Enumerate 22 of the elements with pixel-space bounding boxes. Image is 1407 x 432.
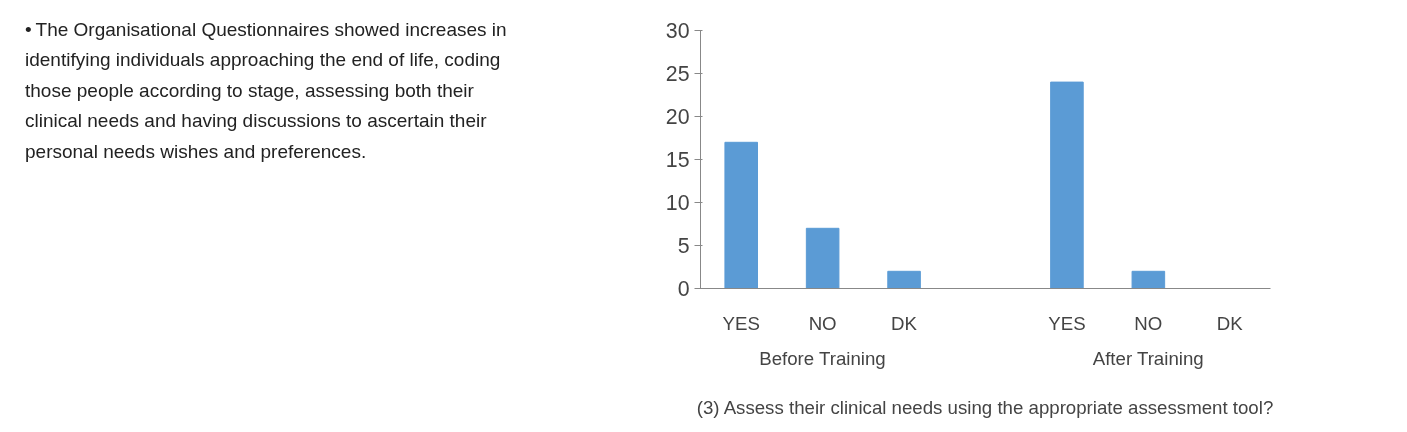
y-tick-label: 20: [665, 105, 690, 129]
y-tick-label: 15: [665, 148, 690, 172]
x-tick-label: YES: [1048, 312, 1086, 334]
y-tick-label: 30: [665, 19, 690, 43]
bar: [1050, 81, 1084, 289]
x-axis-title: (3) Assess their clinical needs using the appropriate assessment tool?: [696, 396, 1274, 418]
y-tick-label: 10: [665, 191, 690, 215]
bar: [724, 141, 758, 289]
y-tick-label: 0: [677, 277, 690, 301]
y-tick-label: 5: [677, 234, 690, 258]
x-tick-label: YES: [722, 312, 760, 334]
x-tick-label: NO: [1134, 312, 1163, 334]
text: • The Organisational Questionnaires showed increases in identifying individuals approaching the end of life, coding those people according to stage, assessing both their clinical needs and having discussions to ascertain their personal needs wishes and preferences.: [25, 18, 508, 164]
bar: [1131, 270, 1166, 289]
x-tick-label: DK: [891, 312, 918, 334]
x-tick-label: NO: [808, 312, 837, 334]
bar: [805, 227, 840, 289]
bar: [887, 270, 921, 289]
text: After Training: [1092, 347, 1204, 369]
x-tick-label: DK: [1216, 312, 1244, 334]
text: Before Training: [759, 347, 886, 369]
y-tick-label: 25: [665, 62, 690, 86]
